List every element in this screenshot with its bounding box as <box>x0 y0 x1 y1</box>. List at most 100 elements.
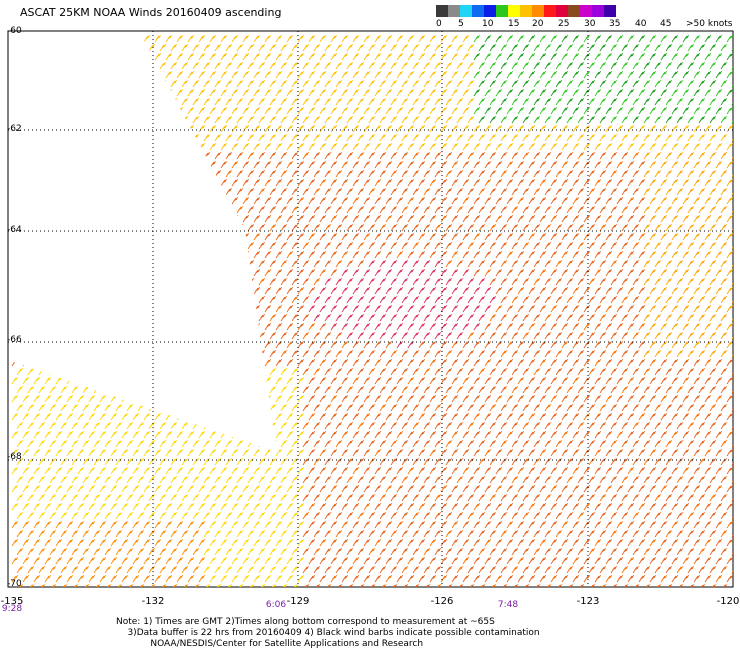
wind-barb <box>500 152 508 160</box>
wind-barb <box>429 35 437 43</box>
wind-barb <box>654 584 662 587</box>
wind-barb <box>209 323 217 331</box>
wind-barb <box>121 395 129 403</box>
wind-barb <box>643 206 651 214</box>
wind-barb <box>55 107 63 115</box>
wind-barb <box>484 89 492 97</box>
wind-barb <box>671 71 679 79</box>
wind-barb <box>187 71 195 79</box>
wind-barb <box>44 233 52 241</box>
wind-barb <box>594 575 602 583</box>
wind-barb <box>231 359 239 367</box>
wind-barb <box>176 413 184 421</box>
wind-barb <box>605 413 613 421</box>
wind-barb <box>643 62 651 70</box>
wind-barb <box>561 395 569 403</box>
wind-barb <box>456 44 464 52</box>
wind-barb <box>324 386 332 394</box>
wind-barb <box>308 503 316 511</box>
lon-label-123: -123 <box>576 596 600 607</box>
wind-barb <box>269 206 277 214</box>
wind-barb <box>225 116 233 124</box>
wind-barb <box>693 89 701 97</box>
wind-barb <box>346 368 354 376</box>
wind-barb <box>676 62 684 70</box>
wind-barb <box>638 359 646 367</box>
wind-barb <box>671 89 679 97</box>
wind-barb <box>132 161 140 169</box>
wind-barb <box>225 458 233 466</box>
wind-barb <box>660 161 668 169</box>
wind-barb <box>555 512 563 520</box>
scale-swatch <box>544 5 556 17</box>
wind-barb <box>121 467 129 475</box>
wind-barb <box>621 62 629 70</box>
wind-barb <box>291 62 299 70</box>
wind-barb <box>104 116 112 124</box>
wind-barb <box>187 125 195 133</box>
wind-barb <box>55 197 63 205</box>
wind-barb <box>126 188 134 196</box>
wind-barb <box>577 386 585 394</box>
wind-barb <box>489 314 497 322</box>
wind-barb <box>445 368 453 376</box>
wind-barb <box>616 575 624 583</box>
wind-barb <box>632 98 640 106</box>
wind-barb <box>236 386 244 394</box>
wind-barb <box>616 359 624 367</box>
wind-barb <box>11 557 19 565</box>
wind-barb <box>368 152 376 160</box>
wind-barb <box>506 161 514 169</box>
wind-barb <box>253 359 261 367</box>
wind-barb <box>11 53 19 61</box>
wind-barb <box>462 143 470 151</box>
wind-barb <box>500 116 508 124</box>
wind-barb <box>220 503 228 511</box>
wind-barb <box>467 296 475 304</box>
wind-barb <box>286 305 294 313</box>
wind-barb <box>247 170 255 178</box>
wind-barb <box>693 557 701 565</box>
wind-barb <box>671 197 679 205</box>
wind-barb <box>297 89 305 97</box>
wind-barb <box>462 161 470 169</box>
wind-barb <box>159 170 167 178</box>
wind-barb <box>11 449 19 457</box>
wind-barb <box>572 449 580 457</box>
wind-barb <box>390 314 398 322</box>
wind-barb <box>478 170 486 178</box>
wind-barb <box>88 557 96 565</box>
wind-barb <box>71 476 79 484</box>
wind-barb <box>27 548 35 556</box>
wind-barb <box>451 287 459 295</box>
wind-barb <box>726 71 733 79</box>
wind-barb <box>330 395 338 403</box>
wind-barb <box>599 566 607 574</box>
wind-barb <box>621 404 629 412</box>
wind-barb <box>577 422 585 430</box>
wind-barb <box>451 359 459 367</box>
wind-barb <box>478 242 486 250</box>
wind-barb <box>594 377 602 385</box>
wind-barb <box>704 71 712 79</box>
wind-barb <box>632 440 640 448</box>
wind-barb <box>423 548 431 556</box>
wind-barb <box>286 521 294 529</box>
wind-barb <box>346 278 354 286</box>
wind-barb <box>407 143 415 151</box>
wind-barb <box>401 80 409 88</box>
wind-barb <box>236 332 244 340</box>
wind-barb <box>643 44 651 52</box>
wind-barb <box>715 179 723 187</box>
wind-barb <box>280 134 288 142</box>
wind-barb <box>517 431 525 439</box>
wind-barb <box>478 584 486 587</box>
wind-barb <box>566 368 574 376</box>
wind-barb <box>176 233 184 241</box>
wind-barb <box>379 584 387 587</box>
wind-barb <box>418 143 426 151</box>
wind-barb <box>407 233 415 241</box>
wind-barb <box>88 503 96 511</box>
wind-barb <box>638 485 646 493</box>
wind-barb <box>456 206 464 214</box>
